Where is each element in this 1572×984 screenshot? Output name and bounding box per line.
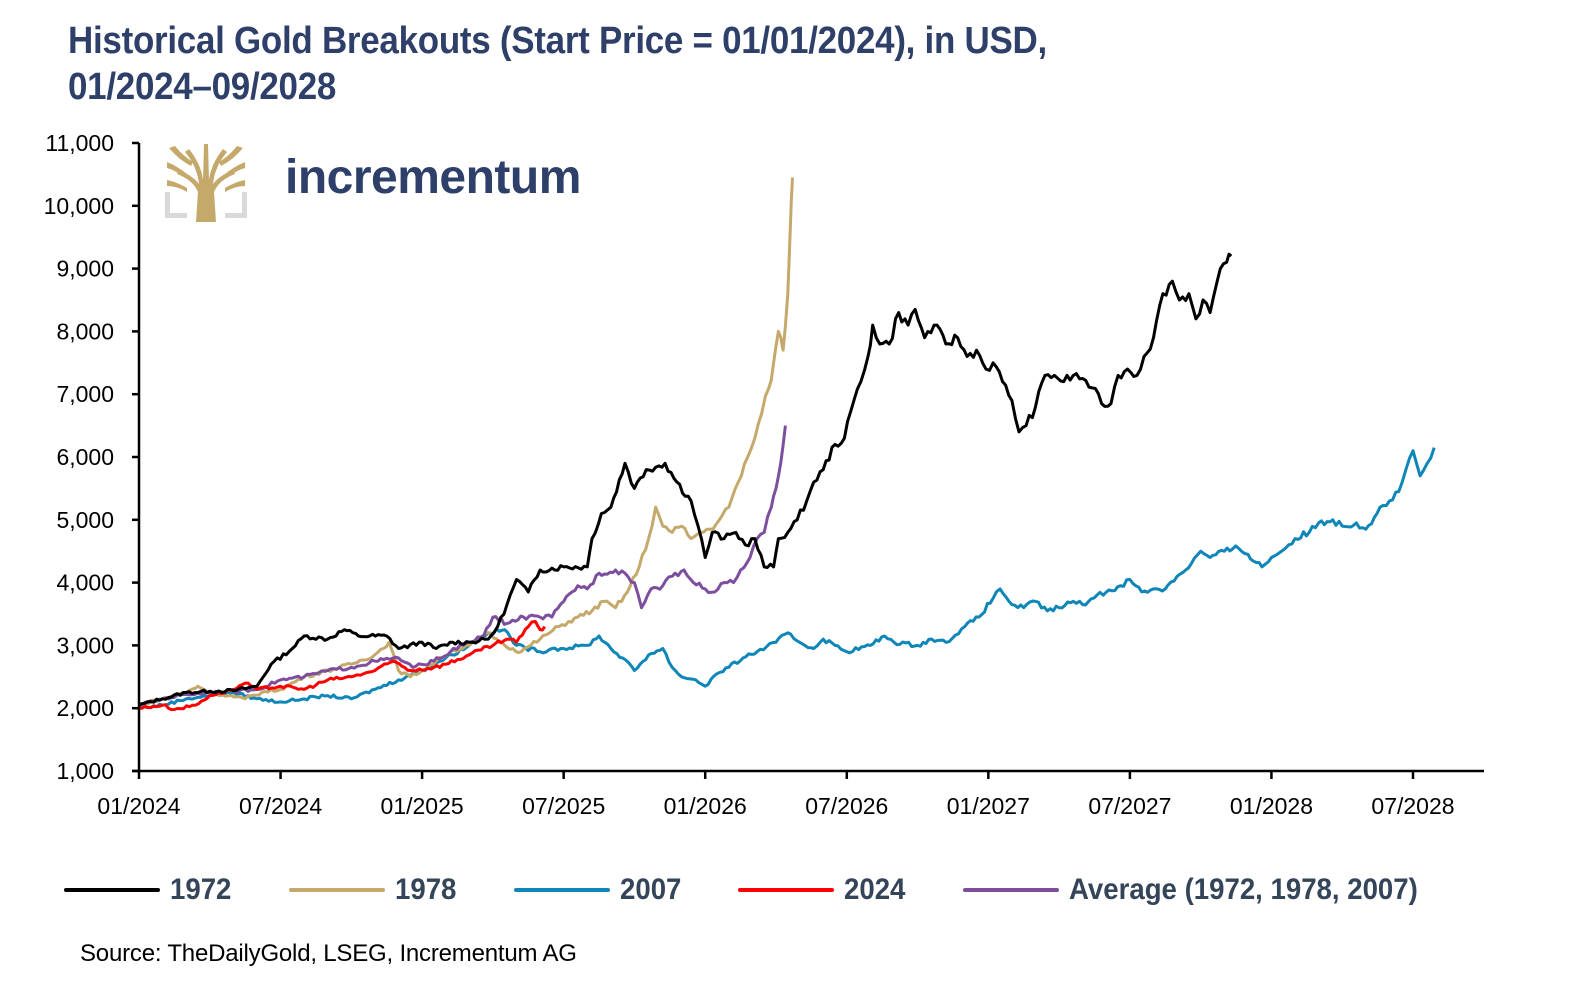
y-tick-label: 3,000 [56,632,114,658]
legend-label-1972: 1972 [170,873,232,906]
series-line-2007 [138,447,1436,710]
series-line-average [139,425,787,707]
x-tick-label: 07/2024 [239,793,322,819]
source-note: Source: TheDailyGold, LSEG, Incrementum … [80,940,577,967]
x-tick-label: 01/2026 [664,793,747,819]
incrementum-logo: incrementum [163,140,623,222]
x-tick-label: 01/2024 [97,793,180,819]
legend-item-1972[interactable]: 1972 [64,873,237,907]
legend-swatch-2024 [738,888,835,892]
y-tick-label: 11,000 [45,130,114,156]
y-ticks: 1,000 2,000 3,000 4,000 5,000 6,000 7,000 8,000… [44,130,139,784]
chart-title-line-2: 01/2024–09/2028 [68,66,337,108]
chart-title-line-1: Historical Gold Breakouts (Start Price =… [68,20,1047,62]
x-tick-label: 01/2028 [1230,793,1313,819]
legend-label-1978: 1978 [394,873,457,906]
legend-item-2024[interactable]: 2024 [738,873,911,907]
y-tick-label: 1,000 [56,758,114,784]
y-tick-label: 4,000 [56,570,114,596]
y-tick-label: 5,000 [56,507,114,533]
y-tick-label: 7,000 [56,381,114,407]
x-tick-label: 07/2025 [522,793,605,819]
x-ticks: 01/2024 07/2024 01/2025 07/2025 01/2026 07/20… [97,771,1455,819]
x-tick-label: 07/2028 [1371,793,1454,819]
legend-item-1978[interactable]: 1978 [288,873,462,907]
series-layer [138,177,1436,712]
legend-item-average[interactable]: Average (1972, 1978, 2007) [963,873,1448,907]
line-chart: 1,000 2,000 3,000 4,000 5,000 6,000 7,000 8,000… [44,130,1484,819]
x-tick-label: 07/2027 [1088,793,1171,819]
x-tick-label: 01/2025 [381,793,464,819]
legend-swatch-average [963,888,1059,892]
logo-text: incrementum [285,151,581,204]
chart-legend: 1972 1978 2007 2024 Average (1972, 1978,… [64,866,1500,914]
y-tick-label: 2,000 [56,695,114,721]
chart-title: Historical Gold Breakouts (Start Price =… [68,18,1356,110]
series-line-1978 [138,177,794,707]
series-line-1972 [138,252,1233,707]
tree-logo-icon [165,144,247,222]
x-tick-label: 01/2027 [947,793,1030,819]
y-tick-label: 10,000 [44,193,114,219]
legend-swatch-1978 [288,888,385,892]
legend-swatch-1972 [64,888,160,892]
y-tick-label: 8,000 [56,318,114,344]
legend-label-2024: 2024 [844,873,906,906]
x-tick-label: 07/2026 [805,793,888,819]
legend-item-2007[interactable]: 2007 [513,873,687,907]
y-tick-label: 6,000 [56,444,114,470]
legend-label-2007: 2007 [619,873,681,906]
series-line-2024 [138,620,547,712]
legend-label-average: Average (1972, 1978, 2007) [1069,873,1418,906]
y-tick-label: 9,000 [56,256,114,282]
legend-swatch-2007 [513,888,610,892]
